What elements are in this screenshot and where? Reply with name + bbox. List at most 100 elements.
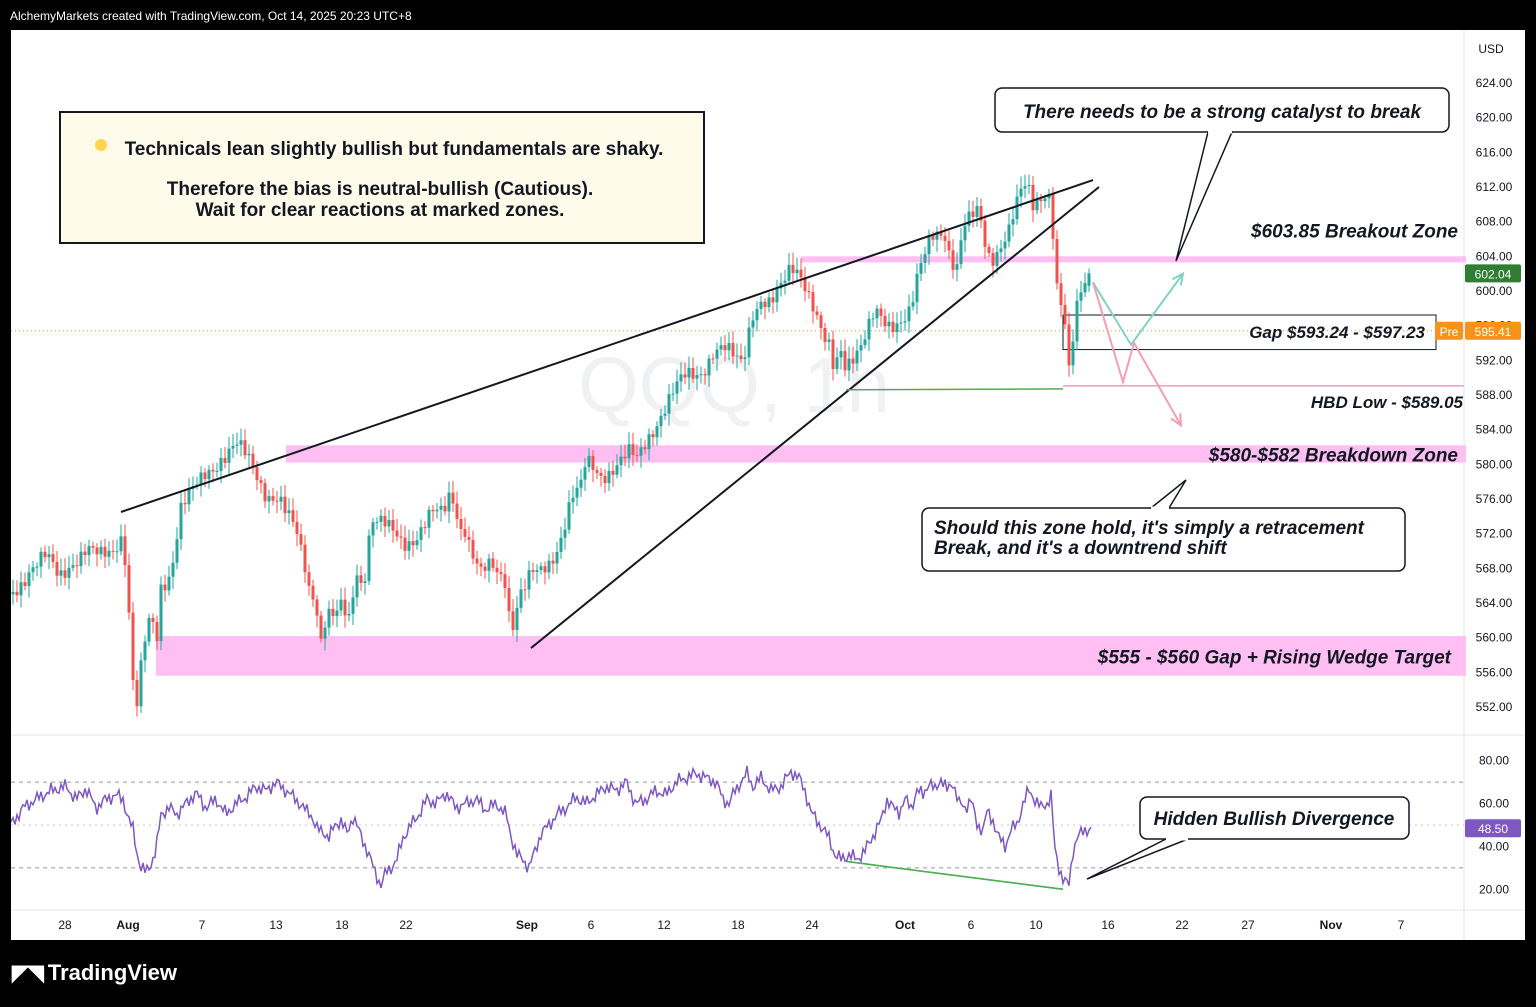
candle-body (591, 455, 595, 471)
candle-body (379, 515, 383, 522)
time-tick-label: Oct (895, 918, 915, 932)
price-tick-label: 580.00 (1476, 457, 1513, 471)
price-tick-label: 616.00 (1476, 145, 1513, 159)
candle-body (155, 621, 159, 642)
candle-body (855, 350, 859, 364)
candle-body (411, 541, 415, 546)
candle-body (551, 560, 555, 564)
candle-body (19, 582, 23, 596)
time-tick-label: 22 (399, 918, 413, 932)
candle-body (971, 211, 975, 217)
candle-body (771, 297, 775, 303)
candle-body (39, 551, 43, 567)
candle-body (927, 235, 931, 255)
candle-body (935, 231, 939, 240)
candle-body (587, 455, 591, 468)
rsi-value-label: 48.50 (1478, 822, 1508, 836)
candle-body (419, 527, 423, 541)
candle-body (107, 550, 111, 557)
time-tick-label: 7 (199, 918, 206, 932)
candle-body (599, 472, 603, 476)
time-tick-label: 10 (1029, 918, 1043, 932)
price-tick-label: 584.00 (1476, 423, 1513, 437)
candle-body (135, 680, 139, 707)
candle-body (995, 251, 999, 266)
candle-body (1031, 184, 1035, 211)
candle-body (95, 547, 99, 555)
candle-body (795, 269, 799, 274)
candle-body (203, 472, 207, 480)
breakdown-zone-label: $580-$582 Breakdown Zone (1208, 446, 1459, 467)
currency-label: USD (1478, 42, 1504, 56)
candle-body (291, 510, 295, 522)
candle-body (27, 572, 31, 586)
candle-body (843, 351, 847, 371)
candle-body (423, 527, 427, 529)
candle-body (691, 367, 695, 379)
chart-panel[interactable]: USD QQQ, 1h 624.00 620.00 616.00 612.00 608.… (10, 30, 1525, 940)
candle-body (415, 540, 419, 546)
price-tick-label: 608.00 (1476, 215, 1513, 229)
candle-body (1035, 199, 1039, 211)
candle-body (403, 537, 407, 551)
candle-body (923, 254, 927, 263)
candle-body (975, 206, 979, 217)
time-tick-label: Nov (1320, 918, 1343, 932)
tradingview-logo[interactable]: ◤◥ TradingView (12, 960, 177, 986)
candle-body (739, 355, 743, 360)
candle-body (1075, 300, 1079, 342)
candle-body (703, 374, 707, 376)
candle-body (747, 327, 751, 358)
price-tick-label: 564.00 (1476, 596, 1513, 610)
candle-body (667, 394, 671, 414)
rsi-tick-label: 80.00 (1479, 754, 1509, 768)
zone-hold-callout-tail (1148, 479, 1187, 509)
lightbulb-icon (95, 139, 107, 151)
candle-body (891, 321, 895, 333)
candle-body (743, 357, 747, 360)
candle-body (787, 264, 791, 281)
candle-body (383, 515, 387, 527)
candle-body (1011, 219, 1015, 225)
candle-body (11, 591, 15, 595)
candle-body (307, 572, 311, 586)
candle-body (435, 509, 439, 512)
price-tick-label: 600.00 (1476, 284, 1513, 298)
price-tick-label: 576.00 (1476, 492, 1513, 506)
candle-body (355, 575, 359, 598)
candle-body (111, 550, 115, 552)
time-tick-label: 18 (731, 918, 745, 932)
candle-body (31, 567, 35, 573)
target-zone (156, 635, 1466, 676)
candle-body (1027, 184, 1031, 187)
candle-body (967, 211, 971, 226)
breakout-zone (801, 256, 1466, 263)
candle-body (567, 502, 571, 530)
candle-body (63, 570, 67, 578)
candle-body (959, 240, 963, 265)
candle-body (1023, 186, 1027, 189)
candle-body (683, 374, 687, 378)
candle-body (1039, 199, 1043, 202)
chart-svg[interactable]: USD QQQ, 1h 624.00620.00616.00612.00608.… (10, 30, 1525, 940)
price-tick-label: 568.00 (1476, 561, 1513, 575)
candle-body (755, 308, 759, 321)
candle-body (839, 351, 843, 358)
candle-body (1043, 198, 1047, 202)
rsi-value-tag (1465, 819, 1521, 838)
candle-body (947, 240, 951, 251)
candle-body (183, 502, 187, 505)
candle-body (127, 565, 131, 613)
candle-body (579, 479, 583, 488)
candle-body (83, 551, 87, 556)
candle-body (731, 343, 735, 357)
last-price-label: 602.04 (1475, 267, 1512, 281)
candle-body (675, 381, 679, 394)
time-tick-label: 16 (1101, 918, 1115, 932)
candle-body (187, 488, 191, 505)
candle-body (791, 264, 795, 274)
candle-body (171, 562, 175, 577)
candle-body (79, 551, 83, 567)
candle-body (991, 253, 995, 266)
